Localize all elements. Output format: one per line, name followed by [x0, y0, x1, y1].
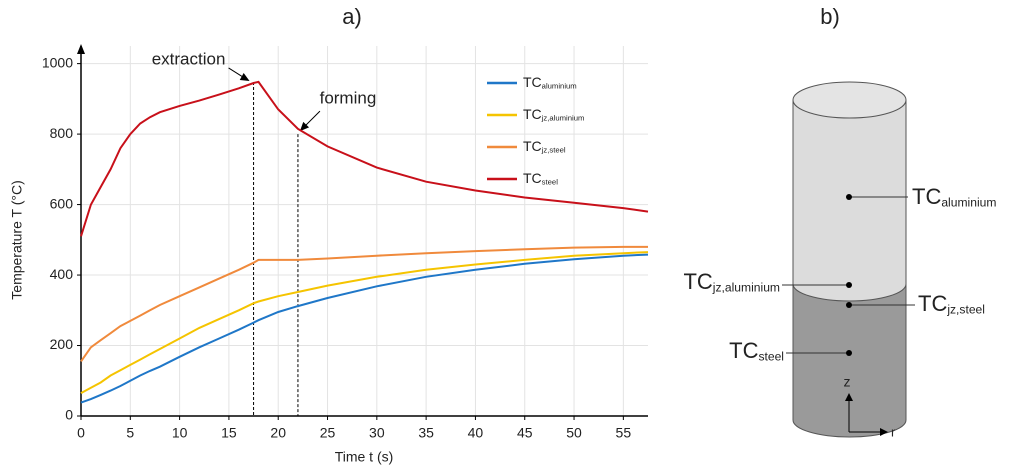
- label-subscript: jz,aluminium: [541, 114, 585, 123]
- y-tick-label: 600: [50, 195, 74, 211]
- x-axis-label: Time t (s): [335, 449, 394, 465]
- x-tick-label: 15: [221, 425, 237, 441]
- label-main: TC: [523, 106, 542, 122]
- x-tick-label: 30: [369, 425, 385, 441]
- sensors: TCaluminiumTCjz,aluminiumTCjz,steelTCste…: [683, 184, 996, 364]
- series-line: [80, 251, 649, 394]
- sensor-dot: [846, 302, 852, 308]
- steel-part: [792, 283, 907, 438]
- y-tick-label: 0: [65, 407, 73, 423]
- cylinder-top: [792, 81, 907, 119]
- arrow-head: [845, 393, 853, 401]
- label-subscript: jz,steel: [946, 303, 985, 317]
- x-tick-label: 10: [172, 425, 188, 441]
- x-tick-label: 0: [77, 425, 85, 441]
- label-subscript: steel: [542, 178, 559, 187]
- x-tick-label: 45: [517, 425, 533, 441]
- series-line: [80, 253, 649, 404]
- label-subscript: jz,aluminium: [712, 281, 780, 295]
- y-tick-label: 200: [50, 336, 74, 352]
- label: TCsteel: [729, 338, 784, 364]
- cylinder: z r: [792, 81, 907, 439]
- sensor-dot: [846, 282, 852, 288]
- sensor-dot: [846, 194, 852, 200]
- label-main: TC: [523, 74, 542, 90]
- label-subscript: aluminium: [542, 82, 577, 91]
- axis-label: r: [891, 424, 896, 439]
- series-line: [80, 245, 648, 362]
- panel-label: b): [820, 4, 840, 29]
- label: TCsteel: [523, 170, 558, 187]
- x-tick-label: 5: [126, 425, 134, 441]
- x-tick-label: 35: [418, 425, 434, 441]
- x-tick-label: 20: [270, 425, 286, 441]
- label-main: TC: [729, 338, 758, 363]
- plot: 0 200 400 600 800 1000 0 5 10 15 20 25 30 35 40 45 50 55 e…: [42, 44, 649, 441]
- axis-label: z: [844, 374, 851, 390]
- x-tick-label: 55: [616, 425, 632, 441]
- annotation-text: extraction: [152, 49, 226, 68]
- label-subscript: aluminium: [941, 196, 996, 210]
- aluminium-part: [792, 99, 907, 302]
- arrow-head: [880, 428, 888, 436]
- y-axis-label: Temperature T (°C): [9, 180, 25, 299]
- label-main: TC: [912, 184, 941, 209]
- panel-label: a): [342, 4, 362, 29]
- x-tick-label: 40: [468, 425, 484, 441]
- label-subscript: steel: [758, 350, 784, 364]
- label-main: TC: [523, 170, 542, 186]
- x-tick-label: 50: [566, 425, 582, 441]
- label: TCjz,aluminium: [523, 106, 584, 123]
- arrow-head: [299, 121, 310, 132]
- y-tick-label: 800: [50, 125, 74, 141]
- label: TCjz,steel: [523, 138, 566, 155]
- y-tick-label: 1000: [42, 54, 73, 70]
- series-line: [80, 80, 649, 237]
- label-subscript: jz,steel: [541, 146, 566, 155]
- x-tick-label: 25: [320, 425, 336, 441]
- arrow-head: [77, 44, 85, 54]
- label: TCjz,steel: [918, 291, 985, 317]
- y-tick-label: 400: [50, 266, 74, 282]
- label: TCaluminium: [912, 184, 996, 210]
- label: TCjz,aluminium: [683, 269, 780, 295]
- label-main: TC: [683, 269, 712, 294]
- arrow-head: [239, 73, 250, 81]
- label-main: TC: [918, 291, 947, 316]
- label-main: TC: [523, 138, 542, 154]
- annotation-text: forming: [320, 89, 377, 108]
- label: TCaluminium: [523, 74, 577, 91]
- sensor-dot: [846, 350, 852, 356]
